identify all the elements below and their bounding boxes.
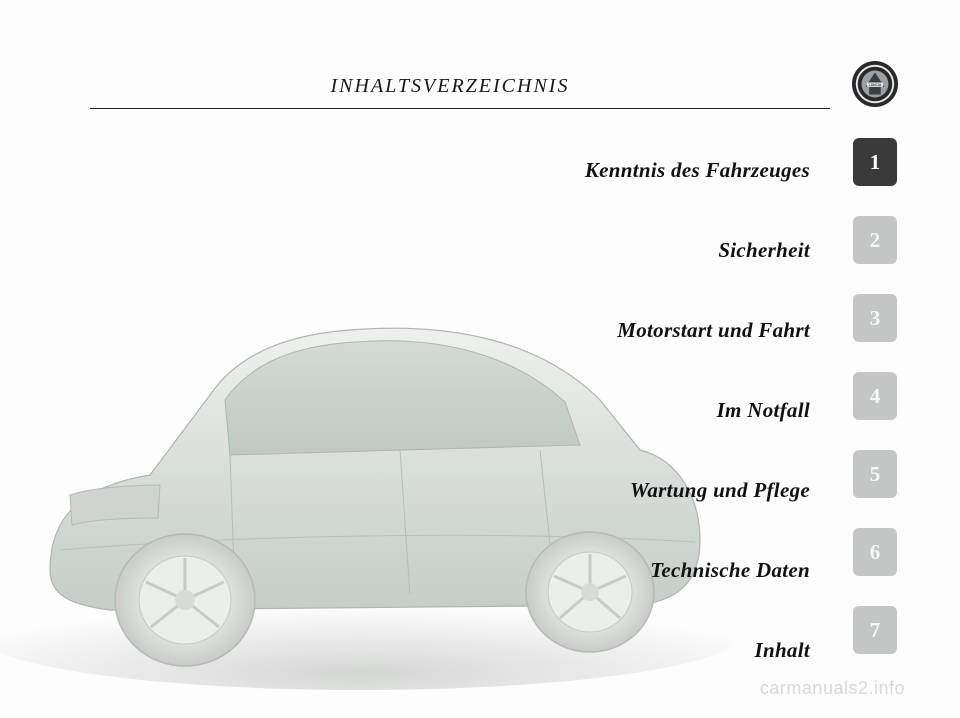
toc-list: Kenntnis des Fahrzeuges Sicherheit Motor… — [170, 158, 810, 718]
page-title: INHALTSVERZEICHNIS — [130, 75, 770, 98]
heading-rule — [90, 108, 830, 109]
section-tab-3[interactable]: 3 — [853, 294, 897, 342]
toc-item: Motorstart und Fahrt — [170, 318, 810, 343]
toc-item: Kenntnis des Fahrzeuges — [170, 158, 810, 183]
watermark-text: carmanuals2.info — [760, 678, 905, 699]
toc-item: Im Notfall — [170, 398, 810, 423]
section-tab-7[interactable]: 7 — [853, 606, 897, 654]
toc-item: Sicherheit — [170, 238, 810, 263]
svg-text:LANCIA: LANCIA — [869, 83, 882, 87]
section-tab-1[interactable]: 1 — [853, 138, 897, 186]
toc-item: Inhalt — [170, 638, 810, 663]
section-tab-4[interactable]: 4 — [853, 372, 897, 420]
side-tabs: LANCIA 1 2 3 4 5 6 7 — [845, 60, 905, 684]
section-tab-5[interactable]: 5 — [853, 450, 897, 498]
lancia-logo-icon: LANCIA — [851, 60, 899, 108]
toc-item: Technische Daten — [170, 558, 810, 583]
section-tab-2[interactable]: 2 — [853, 216, 897, 264]
section-tab-6[interactable]: 6 — [853, 528, 897, 576]
toc-item: Wartung und Pflege — [170, 478, 810, 503]
manual-page: INHALTSVERZEICHNIS Kenntnis des Fahrzeug… — [0, 0, 960, 709]
